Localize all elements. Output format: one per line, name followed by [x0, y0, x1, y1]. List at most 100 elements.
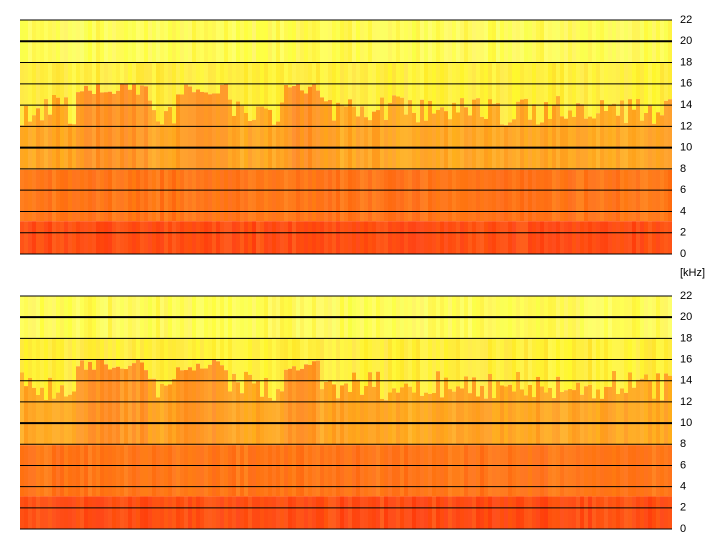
spectrum-cell [384, 169, 388, 222]
spectrum-cell [520, 169, 524, 222]
spectrum-cell [584, 445, 588, 497]
spectrum-cell [156, 221, 160, 254]
spectrum-cell [340, 221, 344, 254]
spectrum-cell [584, 169, 588, 222]
spectrum-cell [428, 221, 432, 254]
spectrum-cell [492, 62, 496, 104]
spectrum-cell [408, 221, 412, 254]
spectrum-cell [368, 337, 372, 373]
spectrum-cell [456, 169, 460, 222]
spectrum-cell [456, 386, 460, 446]
spectrum-cell [300, 169, 304, 222]
spectrum-cell [128, 169, 132, 222]
spectrum-cell [548, 221, 552, 254]
spectrum-cell [48, 62, 52, 115]
spectrum-cell [32, 337, 36, 388]
spectrum-cell [236, 169, 240, 222]
spectrum-cell [48, 445, 52, 497]
spectrum-cell [52, 221, 56, 254]
spectrum-cell [660, 221, 664, 254]
spectrum-cell [20, 445, 24, 497]
spectrum-cell [160, 221, 164, 254]
spectrum-cell [408, 169, 412, 222]
spectrum-cell [640, 169, 644, 222]
spectrum-cell [156, 337, 160, 398]
spectrum-cell [364, 117, 368, 170]
spectrum-cell [484, 398, 488, 446]
spectrum-cell [232, 169, 236, 222]
spectrum-cell [632, 109, 636, 170]
spectrum-cell [444, 445, 448, 497]
spectrum-cell [376, 62, 380, 111]
spectrum-cell [244, 337, 248, 372]
spectrum-cell [392, 62, 396, 96]
spectrum-cell [312, 445, 316, 497]
spectrum-cell [148, 496, 152, 529]
spectrum-cell [132, 84, 136, 170]
spectrum-cell [356, 169, 360, 222]
spectrum-cell [396, 337, 400, 393]
spectrum-cell [244, 221, 248, 254]
spectrum-cell [328, 100, 332, 170]
spectrum-cell [472, 169, 476, 222]
spectrum-cell [644, 496, 648, 529]
spectrum-cell [88, 337, 92, 362]
spectrum-cell [72, 337, 76, 392]
spectrum-cell [632, 169, 636, 222]
spectrum-cell [52, 337, 56, 399]
spectrum-cell [76, 92, 80, 170]
spectrum-cell [368, 62, 372, 121]
spectrum-cell [476, 98, 480, 170]
spectrum-cell [388, 221, 392, 254]
spectrum-cell [32, 115, 36, 170]
spectrum-cell [420, 337, 424, 396]
spectrum-cell [400, 337, 404, 388]
spectrum-cell [408, 496, 412, 529]
spectrum-cell [132, 363, 136, 446]
spectrum-cell [284, 337, 288, 370]
spectrum-cell [668, 99, 672, 170]
spectrum-cell [96, 359, 100, 446]
spectrum-cell [628, 496, 632, 529]
spectrum-cell [332, 221, 336, 254]
spectrum-cell [540, 62, 544, 123]
spectrum-cell [144, 370, 148, 446]
spectrum-cell [228, 496, 232, 529]
spectrum-cell [372, 221, 376, 254]
spectrum-cell [332, 169, 336, 222]
spectrum-cell [228, 221, 232, 254]
spectrum-cell [172, 337, 176, 379]
spectrum-cell [612, 337, 616, 372]
spectrum-cell [532, 445, 536, 497]
spectrum-cell [292, 337, 296, 367]
spectrum-cell [324, 169, 328, 222]
spectrum-cell [392, 95, 396, 170]
spectrum-cell [204, 337, 208, 369]
spectrum-cell [328, 337, 332, 381]
spectrum-cell [228, 169, 232, 222]
spectrum-cell [456, 62, 460, 113]
spectrum-cell [96, 337, 100, 360]
spectrum-cell [256, 169, 260, 222]
spectrum-cell [336, 496, 340, 529]
spectrum-cell [140, 362, 144, 446]
spectrum-cell [312, 496, 316, 529]
spectrum-cell [268, 62, 272, 110]
spectrum-cell [156, 169, 160, 222]
spectrum-cell [64, 396, 68, 446]
spectrum-cell [268, 397, 272, 446]
spectrum-cell [576, 496, 580, 529]
spectrum-cell [384, 62, 388, 120]
spectrum-cell [376, 110, 380, 170]
spectrum-cell [68, 496, 72, 529]
spectrum-cell [140, 221, 144, 254]
spectrum-cell [156, 62, 160, 122]
spectrum-cell [244, 112, 248, 170]
spectrum-cell [436, 496, 440, 529]
spectrum-cell [508, 122, 512, 170]
spectrum-cell [268, 109, 272, 170]
spectrum-cell [96, 169, 100, 222]
spectrum-cell [228, 445, 232, 497]
spectrum-cell [56, 97, 60, 170]
spectrum-cell [632, 221, 636, 254]
